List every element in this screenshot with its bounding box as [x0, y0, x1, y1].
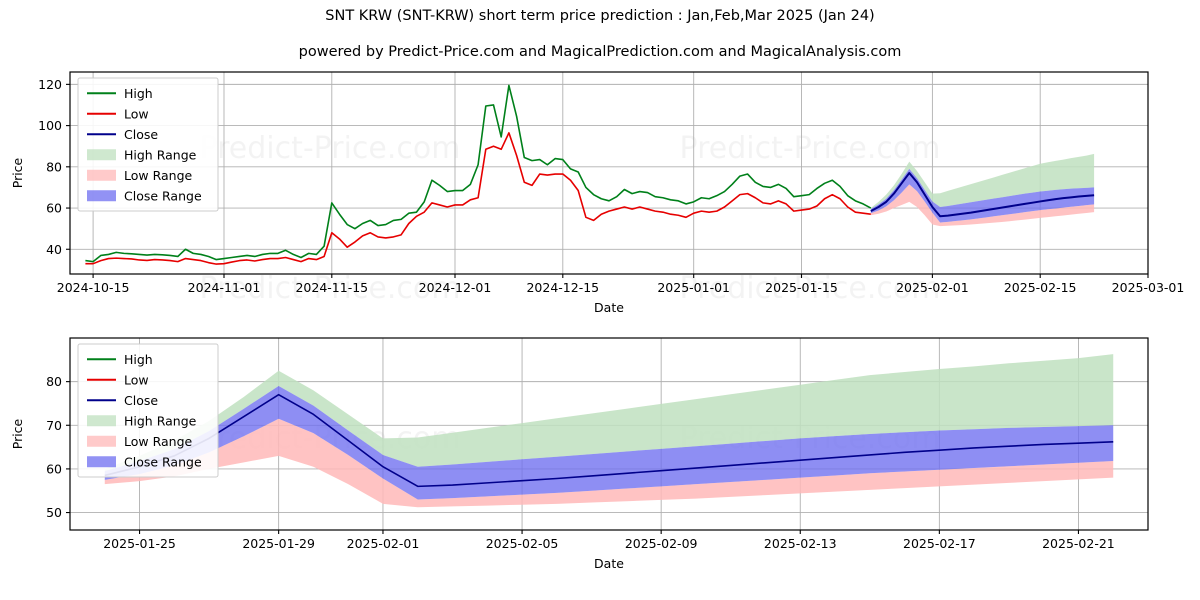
forecast-chart-svg: Predict-Price.comPredict-Price.com506070…	[10, 337, 1149, 571]
close-range-band	[104, 386, 1114, 500]
main-chart-svg: Predict-Price.com Predict-Price.com Predic…	[10, 71, 1184, 315]
legend-swatch-patch	[87, 149, 116, 161]
high-range-band	[870, 153, 1095, 210]
series-line-low	[85, 132, 871, 265]
x-tick-label: 2024-11-01	[188, 280, 261, 295]
x-tick-label: 2025-03-01	[1112, 280, 1185, 295]
chart-legend: High Low Close High Range Low Range Close Ran…	[77, 77, 219, 212]
close-range-band	[870, 168, 1095, 223]
axes: 50 60 70 80 2025-01-25 2025-01-29 2025-02-01 20…	[46, 374, 1115, 551]
y-axis-label: Price	[10, 418, 25, 449]
legend-swatch-patch	[87, 169, 116, 181]
x-tick-label: 2025-02-01	[896, 280, 969, 295]
legend-item-label: High Range	[124, 147, 197, 162]
svg-text:Predict-Price.com: Predict-Price.com	[680, 131, 941, 166]
svg-text:Predict-Price.com: Predict-Price.com	[680, 271, 941, 306]
series-line-close	[870, 172, 1095, 218]
page-subtitle: powered by Predict-Price.com and Magical…	[298, 44, 902, 60]
y-tick-label: 60	[46, 461, 62, 476]
x-axis-label: Date	[594, 300, 624, 315]
legend-item-label: Close	[124, 127, 158, 142]
x-tick-label: 2024-12-15	[526, 280, 599, 295]
legend-item-label: High Range	[124, 413, 197, 428]
x-tick-label: 2025-01-15	[765, 280, 838, 295]
svg-text:Predict-Price.com: Predict-Price.com	[200, 271, 461, 306]
data-lines	[104, 393, 1114, 488]
y-tick-label: 120	[38, 77, 62, 92]
x-tick-label: 2025-02-15	[1004, 280, 1077, 295]
y-tick-label: 40	[46, 242, 62, 257]
chart-legend: High Low Close High Range Low Range Close Ran…	[77, 343, 219, 478]
y-tick-label: 60	[46, 201, 62, 216]
series-line-high	[85, 84, 872, 263]
axes: 40 60 80 100 120 2024-10-15 2024-11-01 2024-11-…	[38, 77, 1184, 295]
series-line-close	[104, 393, 1114, 488]
data-lines	[85, 84, 1095, 265]
x-tick-label: 2025-02-21	[1042, 536, 1115, 551]
x-tick-label: 2025-02-17	[903, 536, 976, 551]
svg-text:Predict-Price.com: Predict-Price.com	[200, 131, 461, 166]
x-tick-label: 2024-12-01	[419, 280, 492, 295]
main-chart-panel: Predict-Price.com Predict-Price.com Predic…	[0, 62, 1200, 320]
x-tick-label: 2025-02-09	[625, 536, 698, 551]
range-bands	[870, 153, 1095, 227]
x-tick-label: 2025-02-05	[486, 536, 559, 551]
watermark: Predict-Price.com Predict-Price.com Predic…	[200, 131, 941, 306]
legend-item-label: High	[124, 352, 153, 367]
legend-item-label: Low	[124, 106, 149, 121]
x-tick-label: 2025-02-13	[764, 536, 837, 551]
legend-item-label: Close Range	[124, 188, 202, 203]
x-tick-label: 2025-01-29	[242, 536, 315, 551]
legend-item-label: Low	[124, 372, 149, 387]
plot-frame	[69, 71, 1149, 275]
legend-item-label: Close	[124, 393, 158, 408]
legend-item-label: Low Range	[124, 168, 193, 183]
low-range-band	[104, 418, 1114, 508]
legend-swatch-patch	[87, 456, 116, 468]
y-tick-label: 80	[46, 374, 62, 389]
legend-swatch-patch	[87, 190, 116, 202]
legend-swatch-patch	[87, 415, 116, 427]
low-range-band	[870, 184, 1095, 227]
y-tick-label: 100	[38, 118, 62, 133]
legend-swatch-patch	[87, 435, 116, 447]
y-tick-label: 50	[46, 505, 62, 520]
high-range-band	[104, 354, 1114, 472]
legend-item-label: Close Range	[124, 454, 202, 469]
y-tick-label: 80	[46, 159, 62, 174]
y-axis-label: Price	[10, 157, 25, 188]
x-tick-label: 2025-01-01	[657, 280, 730, 295]
page-title: SNT KRW (SNT-KRW) short term price predi…	[325, 8, 875, 24]
plot-frame	[69, 337, 1149, 531]
range-bands	[104, 354, 1114, 508]
y-tick-label: 70	[46, 418, 62, 433]
x-tick-label: 2024-11-15	[295, 280, 368, 295]
legend-item-label: High	[124, 86, 153, 101]
forecast-chart-panel: Predict-Price.comPredict-Price.com506070…	[0, 328, 1200, 590]
x-tick-label: 2025-02-01	[347, 536, 420, 551]
legend-item-label: Low Range	[124, 434, 193, 449]
x-axis-label: Date	[594, 556, 624, 571]
x-tick-label: 2025-01-25	[103, 536, 176, 551]
x-tick-label: 2024-10-15	[57, 280, 130, 295]
